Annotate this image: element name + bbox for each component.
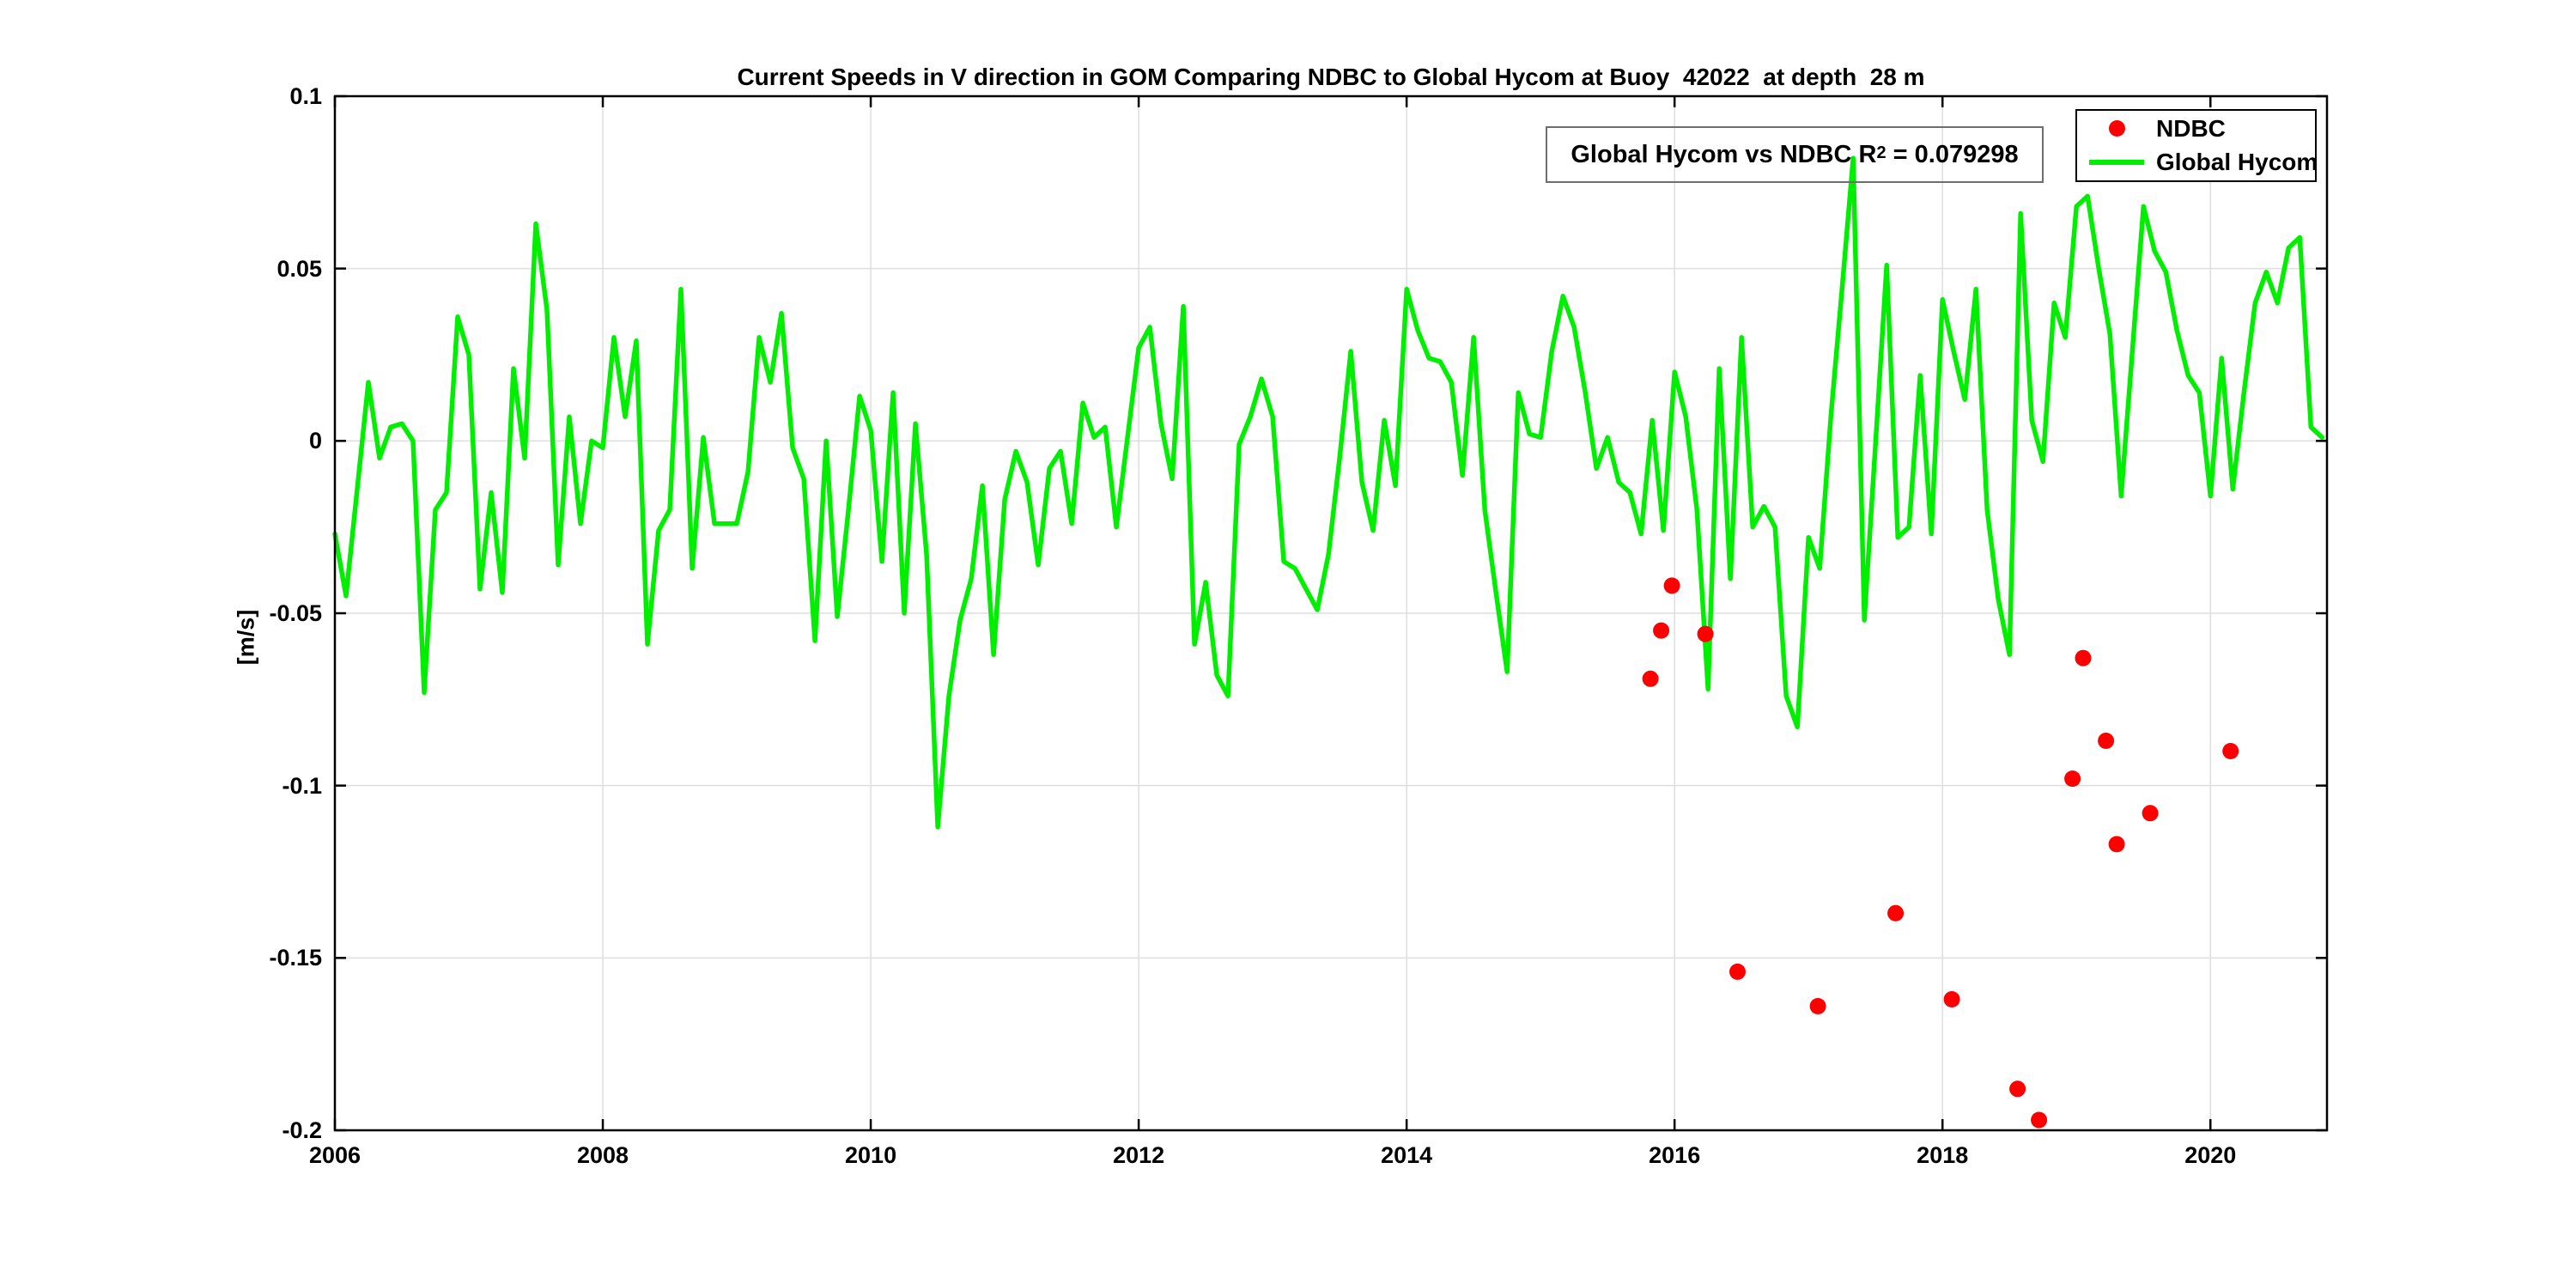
ndbc-point (1642, 670, 1659, 687)
y-tick-label: -0.1 (282, 772, 322, 799)
ndbc-point (1697, 625, 1714, 642)
x-tick-label: 2018 (1917, 1142, 1969, 1168)
legend-entry-global-hycom: Global Hycom (2077, 146, 2318, 179)
ndbc-point (2064, 770, 2081, 788)
y-tick-label: -0.15 (269, 945, 322, 971)
x-tick-label: 2012 (1113, 1142, 1165, 1168)
ndbc-marker-icon (2108, 120, 2125, 137)
ndbc-point (1943, 991, 1960, 1007)
ndbc-point (2031, 1111, 2048, 1129)
y-tick-label: 0 (308, 428, 322, 454)
legend-marker-cell (2077, 120, 2156, 137)
annotation-superscript: 2 (1876, 143, 1886, 162)
legend-label-global-hycom: Global Hycom (2156, 149, 2318, 176)
ndbc-point (2009, 1080, 2026, 1098)
x-tick-label: 2016 (1649, 1142, 1701, 1168)
y-tick-label: 0.1 (289, 83, 322, 109)
ndbc-point (2098, 733, 2115, 749)
legend-entry-ndbc: NDBC (2077, 113, 2315, 145)
ndbc-point (1729, 963, 1746, 980)
y-tick-label: -0.2 (282, 1117, 322, 1143)
global-hycom-line-icon (2089, 160, 2144, 166)
annotation-text-prefix: Global Hycom vs NDBC R (1571, 140, 1877, 168)
ndbc-point (1809, 998, 1826, 1014)
x-tick-label: 2014 (1381, 1142, 1433, 1168)
ndbc-point (2222, 743, 2239, 759)
y-tick-label: -0.05 (269, 600, 322, 626)
annotation-text-suffix: = 0.079298 (1886, 140, 2019, 168)
y-tick-label: 0.05 (276, 255, 322, 282)
ndbc-point (2108, 836, 2125, 853)
ndbc-point (2075, 649, 2092, 666)
ndbc-point (1653, 622, 1670, 639)
legend-marker-cell (2077, 160, 2156, 166)
x-tick-label: 2008 (576, 1142, 629, 1168)
x-tick-label: 2006 (308, 1142, 361, 1168)
chart-title: Current Speeds in V direction in GOM Com… (737, 64, 1925, 90)
ndbc-point (1887, 904, 1905, 922)
ndbc-point (2142, 805, 2159, 822)
x-tick-label: 2020 (2184, 1142, 2237, 1168)
ndbc-point (1663, 577, 1680, 594)
global-hycom-line (332, 155, 2325, 830)
x-tick-label: 2010 (845, 1142, 897, 1168)
legend: NDBC Global Hycom (2075, 109, 2318, 182)
legend-label-ndbc: NDBC (2156, 114, 2226, 142)
